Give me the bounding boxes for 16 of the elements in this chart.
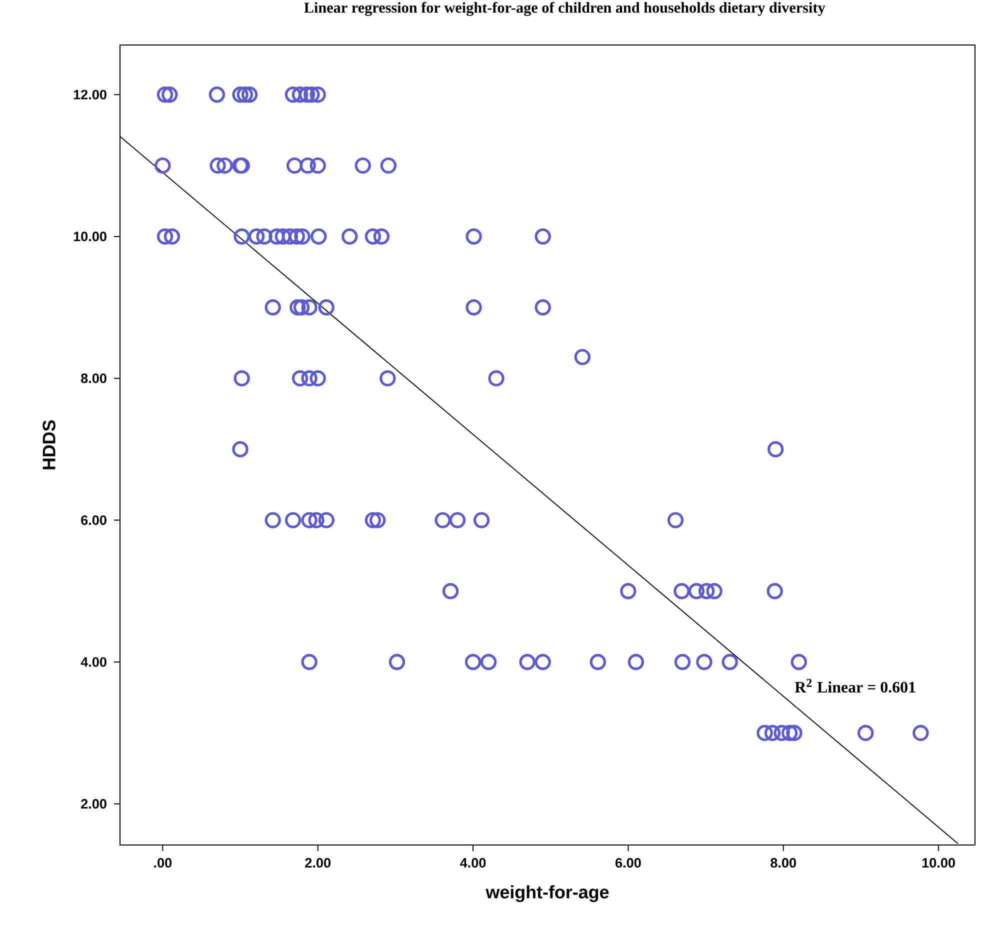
annotation: R$^{2}$ Linear = 0.601 [794, 678, 916, 693]
y-axis-title: HDDS [42, 420, 56, 470]
y-tick-label: 6.00 [81, 515, 106, 525]
x-axis-title: weight-for-age [486, 885, 609, 902]
y-tick-label: 4.00 [80, 657, 106, 667]
x-tick-label: 10.00 [922, 858, 955, 868]
y-tick-label: 10.00 [74, 232, 106, 242]
y-tick-label: 8.00 [81, 374, 106, 384]
x-tick-label: 6.00 [616, 858, 641, 868]
x-tick-label: .00 [154, 858, 172, 868]
chart-title: Linear regression for weight-for-age of children and households dietary diversity [304, 2, 826, 16]
x-tick-label: 4.00 [460, 858, 486, 868]
y-tick-label: 2.00 [81, 799, 106, 809]
x-tick-label: 2.00 [305, 858, 330, 868]
y-tick-label: 12.00 [74, 90, 106, 100]
x-tick-label: 8.00 [770, 858, 796, 868]
